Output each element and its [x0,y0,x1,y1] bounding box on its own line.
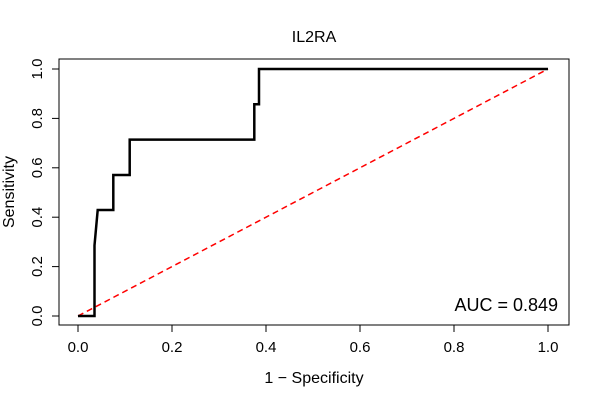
y-axis: 0.0 0.2 0.4 0.6 0.8 1.0 [29,59,60,327]
y-tick-label: 0.8 [29,108,46,129]
x-axis: 0.0 0.2 0.4 0.6 0.8 1.0 [68,324,559,356]
y-axis-label: Sensitivity [1,156,18,228]
y-tick-label: 1.0 [29,59,46,80]
reference-diagonal-line [77,68,549,317]
x-tick-label: 0.2 [162,339,183,356]
x-axis-label: 1 − Specificity [264,370,363,387]
x-tick-label: 0.6 [350,339,371,356]
y-tick-label: 0.0 [29,306,46,327]
x-tick-label: 0.8 [444,339,465,356]
roc-curve-line [78,67,548,318]
y-tick-label: 0.2 [29,256,46,277]
y-tick-label: 0.6 [29,157,46,178]
y-tick-label: 0.4 [29,207,46,228]
x-tick-label: 0.4 [256,339,277,356]
chart-title: IL2RA [292,29,337,46]
auc-annotation: AUC = 0.849 [454,295,558,315]
x-tick-label: 1.0 [538,339,559,356]
x-tick-label: 0.0 [68,339,89,356]
